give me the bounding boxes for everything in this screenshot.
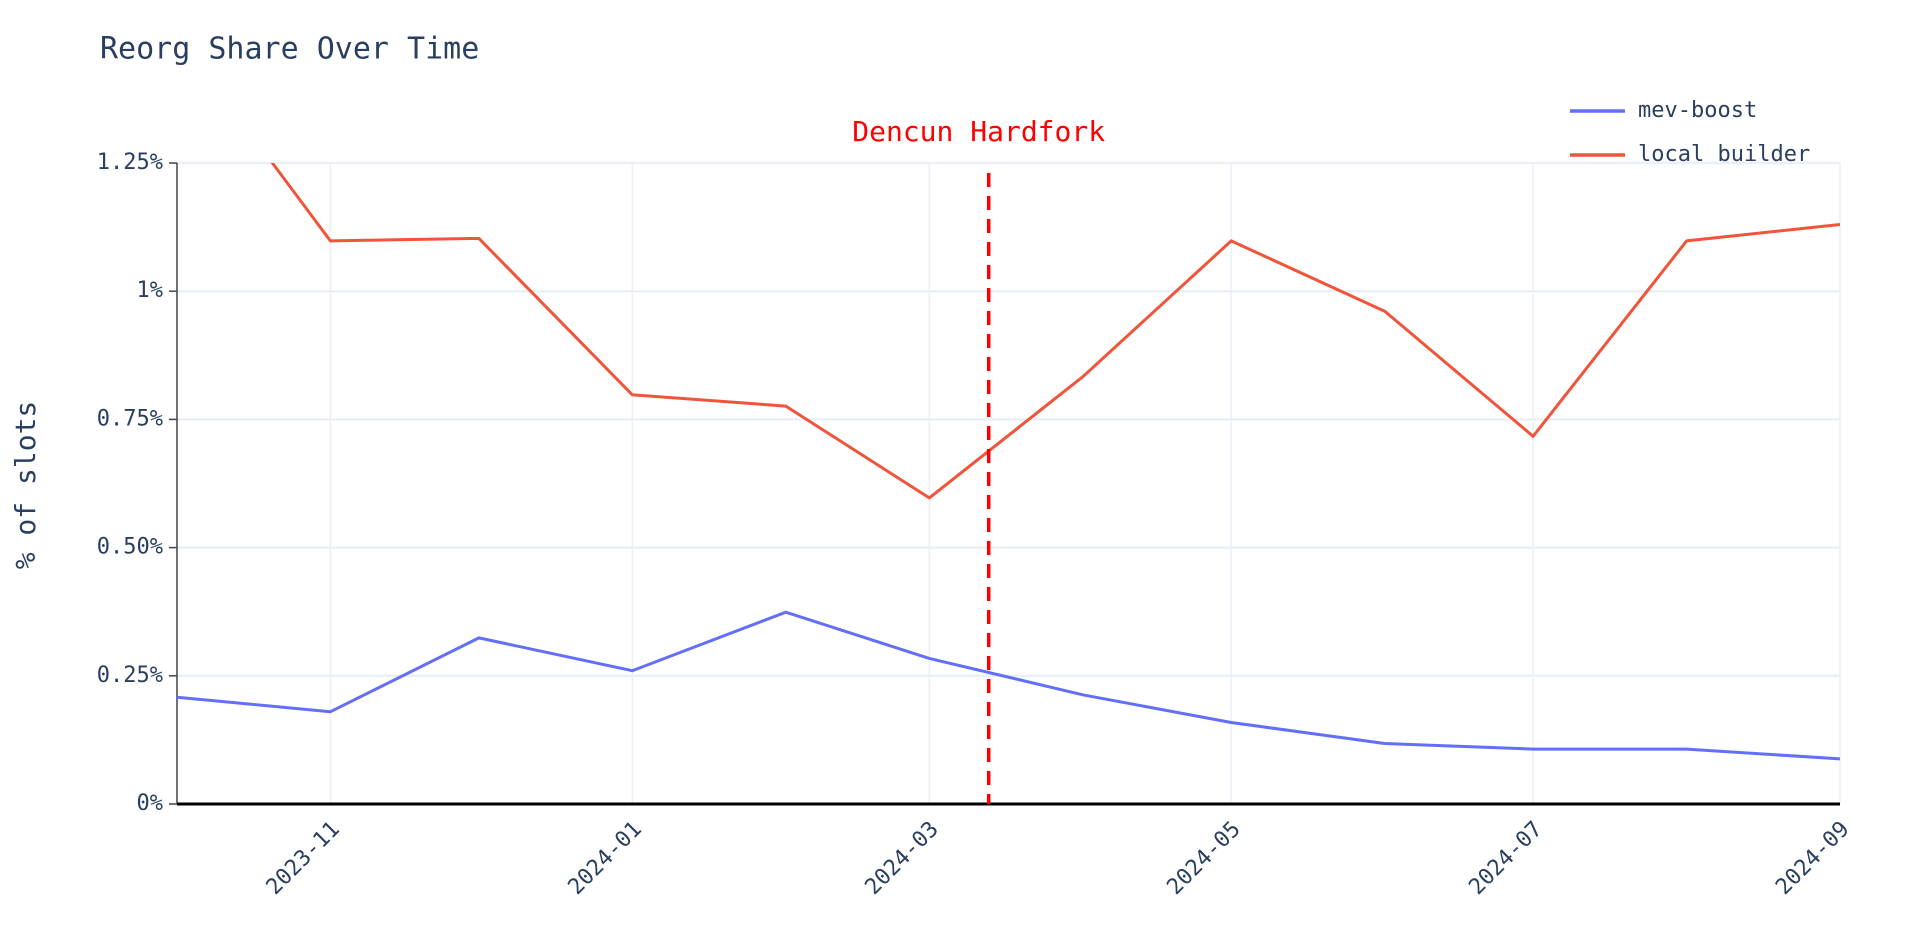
- plot-area: [177, 163, 1840, 761]
- chart-title: Reorg Share Over Time: [100, 32, 479, 67]
- y-tick-label: 0.25%: [97, 663, 163, 688]
- y-tick-label: 0%: [137, 791, 164, 816]
- x-tick-label: 2024-07: [1464, 817, 1547, 900]
- x-tick-label: 2024-09: [1771, 817, 1854, 900]
- legend-label: mev-boost: [1638, 98, 1757, 123]
- series-line: [270, 163, 1840, 500]
- series-line: [177, 610, 1840, 761]
- y-axis-label: % of slots: [9, 401, 42, 570]
- annotation-text: Dencun Hardfork: [852, 115, 1105, 148]
- x-tick-label: 2024-01: [564, 817, 647, 900]
- x-tick-label: 2023-11: [262, 817, 345, 900]
- y-tick-label: 0.50%: [97, 535, 163, 560]
- y-tick-label: 0.75%: [97, 406, 163, 431]
- legend-label: local builder: [1638, 142, 1810, 167]
- x-tick-label: 2024-03: [861, 817, 944, 900]
- y-tick-label: 1%: [137, 278, 164, 303]
- y-tick-label: 1.25%: [97, 150, 163, 175]
- x-tick-label: 2024-05: [1162, 817, 1245, 900]
